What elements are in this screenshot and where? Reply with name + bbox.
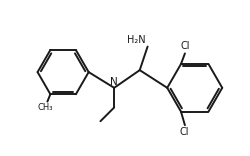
Text: H₂N: H₂N <box>127 35 146 45</box>
Text: Cl: Cl <box>180 41 190 51</box>
Text: Cl: Cl <box>179 127 189 137</box>
Text: N: N <box>110 77 118 87</box>
Text: CH₃: CH₃ <box>38 102 53 112</box>
